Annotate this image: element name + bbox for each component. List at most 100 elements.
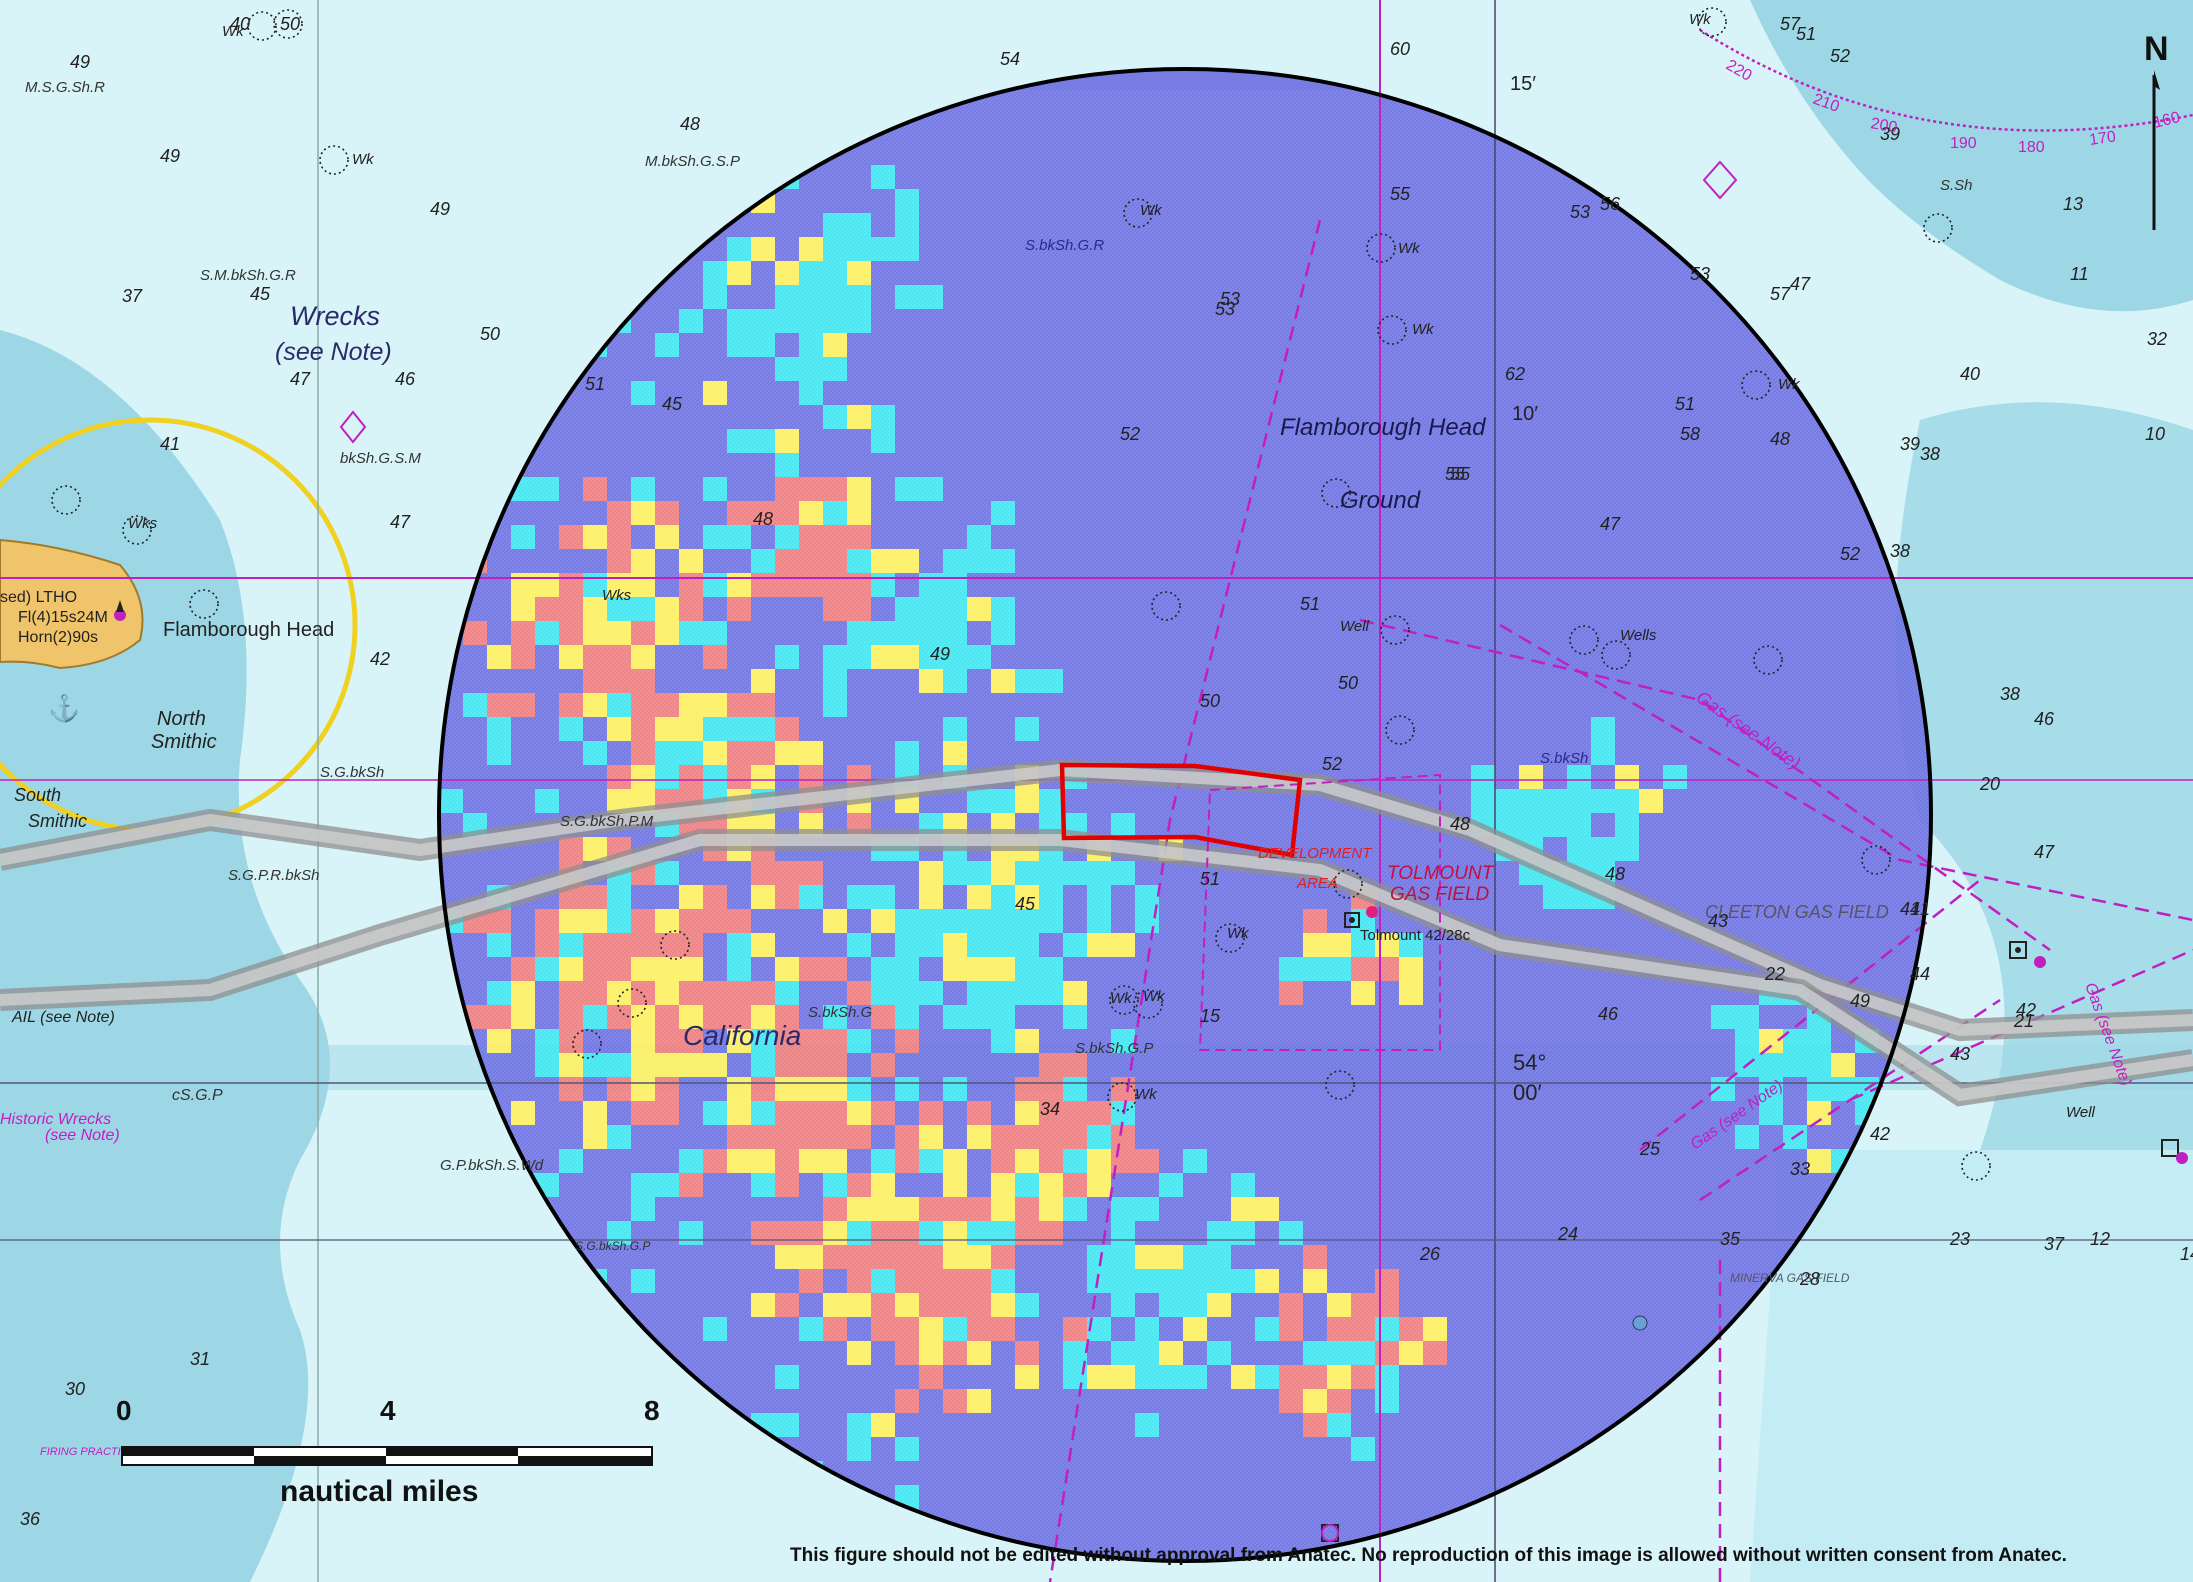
depth-sounding: 48 <box>680 114 700 134</box>
depth-sounding: 49 <box>930 644 950 664</box>
label-historic-wrecks: Historic Wrecks <box>0 1111 111 1128</box>
depth-sounding: 48 <box>1450 814 1470 834</box>
depth-sounding: 21 <box>2013 1011 2034 1031</box>
wreck-circle-icon <box>1601 640 1631 670</box>
depth-sounding: 24 <box>1557 1224 1578 1244</box>
wreck-circle-icon <box>1325 1070 1355 1100</box>
depth-sounding: 46 <box>2034 709 2055 729</box>
label-lighthouse-2: Fl(4)15s24M <box>18 609 108 626</box>
depth-sounding: 13 <box>2063 194 2083 214</box>
density-hatch-overlay <box>439 90 1931 1560</box>
wreck-markers <box>51 7 1991 1181</box>
depth-sounding: 49 <box>1850 991 1870 1011</box>
wreck-circle-icon <box>51 485 81 515</box>
depth-sounding: 49 <box>160 146 180 166</box>
platform-icon <box>2161 1139 2188 1164</box>
depth-sounding: 51 <box>585 374 605 394</box>
wreck-labels: Wk Wk Wk Wk Wk Wk Wk Wks Wks Well Wells … <box>128 11 2096 1121</box>
wreck-label: Wk <box>1412 321 1435 338</box>
depth-sounding: 49 <box>430 199 450 219</box>
compass-rose-label: 170 <box>2088 128 2117 149</box>
label-historic-wrecks-note: (see Note) <box>45 1127 120 1144</box>
depth-sounding: 23 <box>1949 1229 1970 1249</box>
seabed-label: S.bkSh <box>1540 750 1588 767</box>
depth-sounding: 35 <box>1720 1229 1741 1249</box>
wreck-circle-icon <box>1333 869 1363 899</box>
depth-sounding: 46 <box>1598 1004 1619 1024</box>
depth-sounding: 48 <box>753 509 773 529</box>
density-cell <box>1183 69 1207 93</box>
density-cell <box>1135 69 1159 93</box>
seabed-label: M.bkSh.G.S.P <box>645 153 740 170</box>
depth-sounding: 52 <box>1840 544 1860 564</box>
wreck-circle-icon <box>1321 478 1351 508</box>
depth-sounding: 47 <box>1600 514 1621 534</box>
wreck-circle-icon <box>1861 845 1891 875</box>
wreck-circle-icon <box>1215 923 1245 953</box>
depth-sounding: 28 <box>1799 1269 1820 1289</box>
lighthouse-icon <box>114 600 126 621</box>
label-development-2: AREA <box>1296 875 1338 892</box>
depth-sounding: 43 <box>1950 1044 1970 1064</box>
wreck-circle-icon <box>122 515 152 545</box>
depth-sounding: 22 <box>1764 964 1785 984</box>
depth-sounding: 10 <box>2145 424 2165 444</box>
depth-sounding: 53 <box>1220 289 1240 309</box>
depth-sounding: 51 <box>1200 869 1220 889</box>
label-see-note-left: AIL (see Note) <box>11 1009 115 1026</box>
density-cell <box>1207 69 1231 93</box>
shallow-water-southeast <box>1750 1150 2193 1582</box>
depth-sounding: 42 <box>2016 1000 2036 1020</box>
depth-sounding: 45 <box>1015 894 1036 914</box>
wreck-circle-icon <box>1366 233 1396 263</box>
buoy-diamond-icon <box>339 410 367 444</box>
depth-sounding: 30 <box>65 1379 85 1399</box>
wreck-circle-icon <box>1697 7 1727 37</box>
depth-sounding: 12 <box>2090 1229 2110 1249</box>
seabed-label: S.bkSh.G <box>808 1004 873 1021</box>
development-area-boundary <box>1198 773 1441 1051</box>
depth-sounding: 31 <box>190 1349 210 1369</box>
depth-sounding: 52 <box>1322 754 1342 774</box>
wreck-circle-icon <box>660 930 690 960</box>
depth-sounding: 49 <box>70 52 90 72</box>
depth-sounding: 43 <box>1708 911 1728 931</box>
compass-rose-label: 190 <box>1950 135 1977 152</box>
seabed-label: S.G.P.R.bkSh <box>228 867 319 884</box>
wreck-label: Wk <box>1398 240 1421 257</box>
wreck-label: Wks <box>128 515 158 532</box>
wreck-circle-icon <box>617 988 647 1018</box>
label-lat: 54° <box>1513 1050 1546 1075</box>
wreck-circle-icon <box>247 11 277 41</box>
wreck-circle-icon <box>1133 989 1163 1019</box>
depth-sounding: 55 <box>1450 464 1471 484</box>
label-north-smithic-1: North <box>157 708 206 730</box>
scale-title: nautical miles <box>280 1475 479 1508</box>
wreck-label: Wells <box>1620 627 1657 644</box>
depth-sounding: 46 <box>395 369 416 389</box>
wreck-circle-icon <box>273 9 303 39</box>
depth-sounding: 60 <box>1390 39 1410 59</box>
depth-sounding: 15 <box>1200 1006 1221 1026</box>
depth-sounding: 47 <box>390 512 411 532</box>
label-south-smithic-2: Smithic <box>28 811 87 831</box>
wreck-label: Well <box>1340 618 1370 635</box>
depth-sounding: 57 <box>1770 284 1791 304</box>
depth-sounding: 34 <box>1040 1099 1060 1119</box>
depth-sounding: 57 <box>1780 14 1801 34</box>
depth-sounding: 48 <box>1605 864 1625 884</box>
depth-sounding: 62 <box>1505 364 1525 384</box>
scale-tick-4: 4 <box>380 1395 396 1426</box>
wreck-label: Wk <box>1778 376 1801 393</box>
compass-rose-label: 180 <box>2018 139 2045 156</box>
flamborough-head-land <box>0 538 144 670</box>
seabed-label: S.G.bkSh.P.M <box>560 813 654 830</box>
wreck-label: Well <box>2066 1104 2096 1121</box>
compass-rose-label: 160 <box>2152 109 2182 132</box>
depth-sounding: 42 <box>370 649 390 669</box>
label-lighthouse-1: sed) LTHO <box>0 589 77 606</box>
wreck-circle-icon <box>189 589 219 619</box>
label-flamborough-ground-2: Ground <box>1340 487 1421 514</box>
depth-sounding: 53 <box>1215 299 1235 319</box>
